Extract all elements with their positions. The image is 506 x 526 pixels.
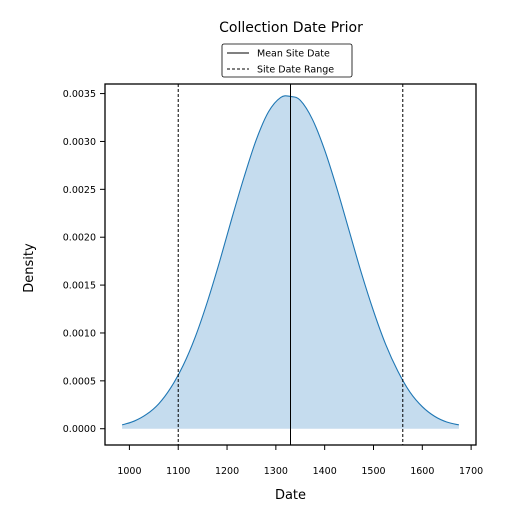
plot-area <box>121 84 460 445</box>
y-tick-label: 0.0000 <box>63 424 96 435</box>
x-tick-label: 1700 <box>459 466 483 477</box>
y-tick-label: 0.0030 <box>63 137 96 148</box>
x-tick-label: 1300 <box>264 466 288 477</box>
y-axis: 0.0000 0.0005 0.0010 0.0015 0.0020 0.0025 0.00… <box>63 89 105 435</box>
chart-title: Collection Date Prior <box>219 20 363 36</box>
vertical-lines <box>177 84 404 445</box>
legend-box <box>221 43 353 78</box>
y-tick-label: 0.0035 <box>63 89 96 100</box>
legend-range-label: Site Date Range <box>257 65 334 76</box>
x-tick-label: 1500 <box>361 466 385 477</box>
y-tick-label: 0.0020 <box>63 233 96 244</box>
x-tick-label: 1200 <box>215 466 239 477</box>
y-tick-label: 0.0015 <box>63 281 96 292</box>
y-tick-label: 0.0025 <box>63 185 96 196</box>
legend: Mean Site Date Site Date Range <box>221 43 353 78</box>
x-tick-label: 1600 <box>410 466 434 477</box>
x-tick-label: 1000 <box>117 466 141 477</box>
x-axis-label: Date <box>275 488 306 503</box>
plot-frame <box>104 83 477 446</box>
x-tick-label: 1100 <box>166 466 190 477</box>
y-tick-label: 0.0010 <box>63 328 96 339</box>
y-axis-label: Density <box>22 243 37 293</box>
legend-mean-label: Mean Site Date <box>257 49 330 60</box>
x-axis: 1000 1100 1200 1300 1400 1500 1600 1700 <box>117 445 483 477</box>
y-tick-label: 0.0005 <box>63 376 96 387</box>
x-tick-label: 1400 <box>313 466 337 477</box>
